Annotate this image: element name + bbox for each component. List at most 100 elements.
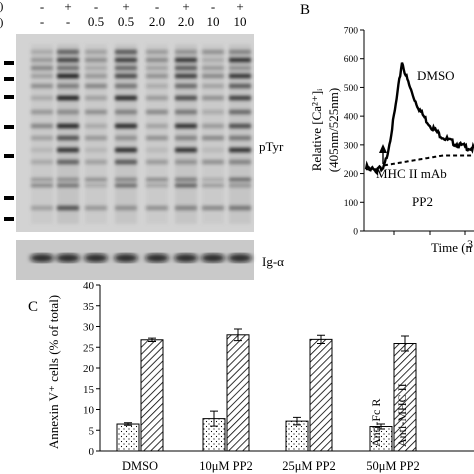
stimulus-arrow — [379, 144, 387, 164]
iga-band — [174, 253, 198, 263]
panel-c-bars — [116, 328, 417, 452]
lane-concentration: - — [40, 14, 44, 29]
panel-c-y-tick-label: 30 — [83, 322, 95, 334]
iga-band — [30, 253, 54, 263]
panel-b-y-tick-label: 600 — [344, 55, 359, 65]
panel-c-y-tick-label: 40 — [83, 280, 95, 292]
lane-treatment-row-1: - + - + - + - + — [40, 0, 244, 14]
panel-b-ylabel-line1: Relative [Ca²⁺]ᵢ — [309, 88, 324, 171]
bar-anti-fc-r — [116, 423, 140, 452]
lane-concentration-row-2: - - 0.5 0.5 2.0 2.0 10 10 — [40, 14, 247, 29]
lane-sign: - — [94, 0, 98, 14]
bar-label-anti-fc-r: Anti-Fc R — [369, 399, 383, 447]
panel-b-x-axis-label: Time (n — [431, 240, 473, 255]
molecular-weight-markers — [4, 61, 14, 221]
lane-concentration: - — [66, 14, 70, 29]
mw-marker-tick — [4, 61, 14, 65]
trace-dmso-label: DMSO — [417, 68, 455, 83]
lane-sign: - — [155, 0, 159, 14]
panel-b-y-tick-label: 100 — [344, 199, 359, 209]
panel-c-letter: C — [28, 299, 38, 315]
error-bar — [317, 334, 325, 345]
bar-anti-mhc-ii — [309, 338, 333, 452]
error-bar — [293, 416, 301, 426]
lane-concentration: 10 — [207, 14, 220, 29]
panel-c-y-tick-label: 35 — [83, 301, 95, 313]
error-bar — [401, 335, 409, 352]
panel-c-x-tick-label: 25μM PP2 — [282, 459, 336, 473]
panel-b-y-axis-label: Relative [Ca²⁺]ᵢ (405nm/525nm) — [309, 88, 341, 173]
panel-c: C Annexin V⁺ cells (% of total) 0 5 10 15 20… — [28, 280, 474, 473]
mw-marker-tick — [4, 217, 14, 221]
mw-marker-tick — [4, 125, 14, 129]
panel-c-x-tick-label: 50μM PP2 — [366, 459, 420, 473]
lane-concentration: 2.0 — [149, 14, 165, 29]
lane-concentration: 0.5 — [118, 14, 134, 29]
blot-lane-smear — [31, 44, 53, 224]
blot-lane-smear — [57, 44, 79, 224]
iga-band — [228, 253, 252, 263]
lane-concentration: 2.0 — [178, 14, 194, 29]
panel-b-ylabel-line2: (405nm/525nm) — [326, 88, 341, 173]
panel-a-row1-label: l) — [0, 0, 3, 13]
mw-marker-tick — [4, 95, 14, 99]
panel-c-y-tick-label: 25 — [83, 342, 95, 354]
panel-b-y-tick-label: 200 — [344, 170, 359, 180]
panel-c-y-tick-label: 0 — [89, 446, 95, 458]
stimulus-arrow-label: MHC II mAb — [376, 166, 447, 181]
panel-a-row2-label: l) — [0, 15, 3, 29]
trace-dmso — [364, 62, 474, 176]
lane-sign: + — [236, 0, 243, 14]
panel-b-y-tick-label: 700 — [344, 27, 359, 37]
iga-band — [56, 253, 80, 263]
iga-label: Ig-α — [262, 254, 284, 269]
panel-c-x-tick-label: DMSO — [122, 459, 158, 473]
error-bar — [377, 423, 385, 430]
panel-b-y-tick-label: 500 — [344, 84, 359, 94]
error-bar — [234, 328, 242, 342]
bar-anti-mhc-ii — [226, 334, 250, 452]
blot-lane-smear — [85, 44, 107, 224]
panel-c-y-tick-label: 5 — [89, 425, 95, 437]
lane-concentration: 0.5 — [88, 14, 104, 29]
panel-c-x-tick-labels: DMSO 10μM PP2 25μM PP2 50μM PP2 — [122, 459, 420, 473]
panel-b-letter: B — [300, 2, 310, 18]
panel-c-y-tick-label: 10 — [83, 405, 95, 417]
blot-lane-smear — [115, 44, 137, 224]
bar-label-anti-mhc-ii: Anti-MHC II — [395, 383, 409, 447]
panel-c-y-tick-label: 20 — [83, 363, 95, 375]
iga-band — [84, 253, 108, 263]
lane-sign: - — [211, 0, 215, 14]
error-bar — [210, 410, 218, 427]
blot-lane-smear — [202, 44, 224, 224]
lane-concentration: 10 — [234, 14, 247, 29]
mw-marker-tick — [4, 196, 14, 200]
blot-lane-smear — [229, 44, 251, 224]
panel-c-y-tick-label: 15 — [83, 384, 95, 396]
error-bar — [148, 337, 156, 342]
trace-pp2-label: PP2 — [412, 194, 433, 209]
lane-sign: - — [40, 0, 44, 14]
mw-marker-tick — [4, 154, 14, 158]
panel-b-y-tick-label: 400 — [344, 113, 359, 123]
blot-lane-smear — [146, 44, 168, 224]
panel-b: B 0 100 200 300 400 500 600 700 3 Relative [Ca²… — [300, 2, 474, 255]
iga-band — [114, 253, 138, 263]
mw-marker-tick — [4, 77, 14, 81]
lane-sign: + — [64, 0, 71, 14]
ptyr-label: pTyr — [259, 139, 284, 154]
iga-blot — [16, 240, 254, 280]
blot-lane-smear — [175, 44, 197, 224]
bar-anti-fc-r — [285, 420, 309, 452]
panel-c-x-tick-label: 10μM PP2 — [199, 459, 253, 473]
panel-c-y-axis-ticks: 0 5 10 15 20 25 30 35 40 — [83, 280, 100, 458]
panel-c-y-axis-label: Annexin V⁺ cells (% of total) — [46, 295, 61, 449]
panel-b-y-axis-ticks: 0 100 200 300 400 500 600 700 — [344, 27, 364, 238]
lane-sign: + — [182, 0, 189, 14]
iga-band — [145, 253, 169, 263]
lane-sign: + — [122, 0, 129, 14]
panel-b-y-tick-label: 0 — [353, 228, 358, 238]
bar-anti-mhc-ii — [140, 339, 164, 452]
